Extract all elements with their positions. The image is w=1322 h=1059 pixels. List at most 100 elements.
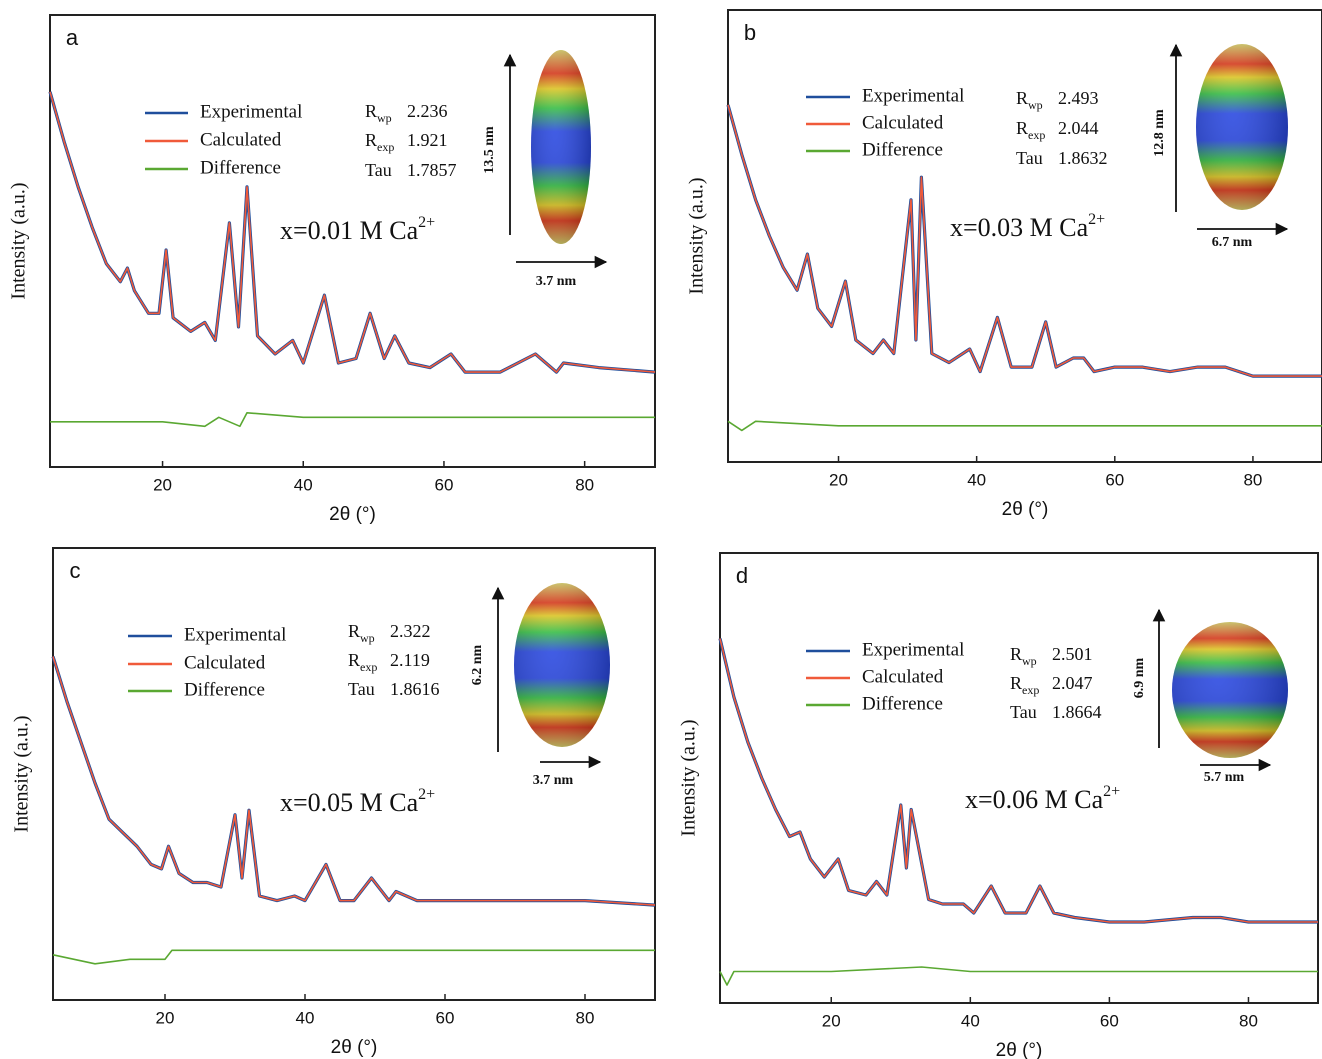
size-label-vertical: 6.2 nm [470,644,485,685]
x-tick-label: 80 [575,475,594,494]
x-axis-title: 2θ (°) [1002,499,1049,520]
data-line [719,966,1318,986]
stat-label: Tau [348,679,375,699]
legend-label: Difference [200,157,281,178]
annotation-superscript: 2+ [1088,211,1105,228]
stat-label: Tau [1016,148,1043,168]
x-axis-title: 2θ (°) [329,504,376,525]
y-axis-title: Intensity (a.u.) [8,182,30,299]
x-tick-label: 60 [434,475,453,494]
legend-label: Calculated [862,112,944,133]
stat-subscript: exp [1028,128,1045,142]
x-tick-label: 40 [961,1011,980,1030]
x-tick-label: 80 [576,1008,595,1027]
size-label-vertical: 6.9 nm [1132,657,1147,698]
data-line [52,949,655,965]
panel-label: c [70,558,81,583]
annotation: x=0.06 M Ca2+ [965,783,1120,814]
size-label-horizontal: 3.7 nm [536,274,577,289]
stat-label: Rwp [365,101,392,125]
stat-value: 1.8664 [1052,702,1102,722]
annotation: x=0.03 M Ca2+ [950,211,1105,242]
panel-label: d [736,563,748,588]
x-tick-label: 20 [156,1008,175,1027]
x-tick-label: 60 [436,1008,455,1027]
stat-symbol: Tau [1016,148,1043,168]
stat-value: 2.044 [1058,118,1099,138]
size-label-horizontal: 5.7 nm [1204,770,1245,785]
stat-value: 2.322 [390,621,431,641]
x-tick-label: 20 [153,475,172,494]
plot-frame [727,9,1322,463]
stat-label: Rwp [1016,88,1043,112]
stat-label: Rwp [348,621,375,645]
legend-label: Difference [862,693,943,714]
x-tick-label: 20 [822,1011,841,1030]
stat-value: 2.119 [390,650,430,670]
legend-label: Experimental [200,101,302,122]
stat-subscript: wp [377,111,392,125]
legend-label: Calculated [862,666,944,687]
x-axis-title: 2θ (°) [331,1037,378,1058]
annotation-text: x=0.01 M Ca [280,216,419,245]
data-line [52,656,656,906]
x-tick-label: 20 [829,470,848,489]
plot-frame [49,14,656,468]
size-label-vertical: 12.8 nm [1152,109,1167,157]
stat-symbol: R [365,130,377,150]
stat-value: 2.493 [1058,88,1099,108]
stat-subscript: wp [360,631,375,645]
stat-symbol: R [1016,118,1028,138]
stat-symbol: Tau [348,679,375,699]
stat-symbol: R [1016,88,1028,108]
stat-label: Rexp [1010,673,1039,697]
stat-symbol: R [1010,644,1022,664]
stat-symbol: R [348,621,360,641]
x-tick-label: 60 [1105,470,1124,489]
stat-subscript: wp [1028,98,1043,112]
stat-label: Rexp [348,650,377,674]
y-axis-title: Intensity (a.u.) [11,715,33,832]
stat-symbol: R [1010,673,1022,693]
stat-label: Tau [365,160,392,180]
particle-shading [1196,44,1288,210]
legend-label: Difference [184,679,265,700]
y-axis-title: Intensity (a.u.) [686,177,708,294]
data-line [727,420,1322,432]
stat-symbol: Tau [365,160,392,180]
legend-label: Calculated [184,652,266,673]
x-tick-label: 80 [1239,1011,1258,1030]
stat-symbol: Tau [1010,702,1037,722]
stat-symbol: R [348,650,360,670]
plot-frame [52,547,656,1001]
data-line [719,638,1318,923]
stat-subscript: exp [1022,683,1039,697]
stat-value: 1.7857 [407,160,457,180]
legend-label: Difference [862,139,943,160]
plot-frame [719,552,1319,1004]
stat-subscript: exp [360,660,377,674]
annotation-text: x=0.05 M Ca [280,788,419,817]
data-line [727,104,1322,377]
stat-value: 1.8632 [1058,148,1108,168]
stat-value: 1.921 [407,130,448,150]
x-tick-label: 80 [1243,470,1262,489]
annotation-superscript: 2+ [418,786,435,803]
x-tick-label: 60 [1100,1011,1119,1030]
annotation-text: x=0.03 M Ca [950,213,1089,242]
x-axis-title: 2θ (°) [996,1040,1043,1059]
x-tick-label: 40 [294,475,313,494]
legend-label: Experimental [184,624,286,645]
data-line [49,91,656,373]
stat-subscript: exp [377,140,394,154]
annotation-superscript: 2+ [1103,783,1120,800]
legend-label: Calculated [200,129,282,150]
stat-value: 1.8616 [390,679,440,699]
size-label-horizontal: 3.7 nm [533,773,574,788]
stat-label: Rexp [1016,118,1045,142]
annotation-text: x=0.06 M Ca [965,785,1104,814]
stat-label: Rwp [1010,644,1037,668]
annotation: x=0.05 M Ca2+ [280,786,435,817]
stat-subscript: wp [1022,654,1037,668]
y-axis-title: Intensity (a.u.) [678,719,700,836]
